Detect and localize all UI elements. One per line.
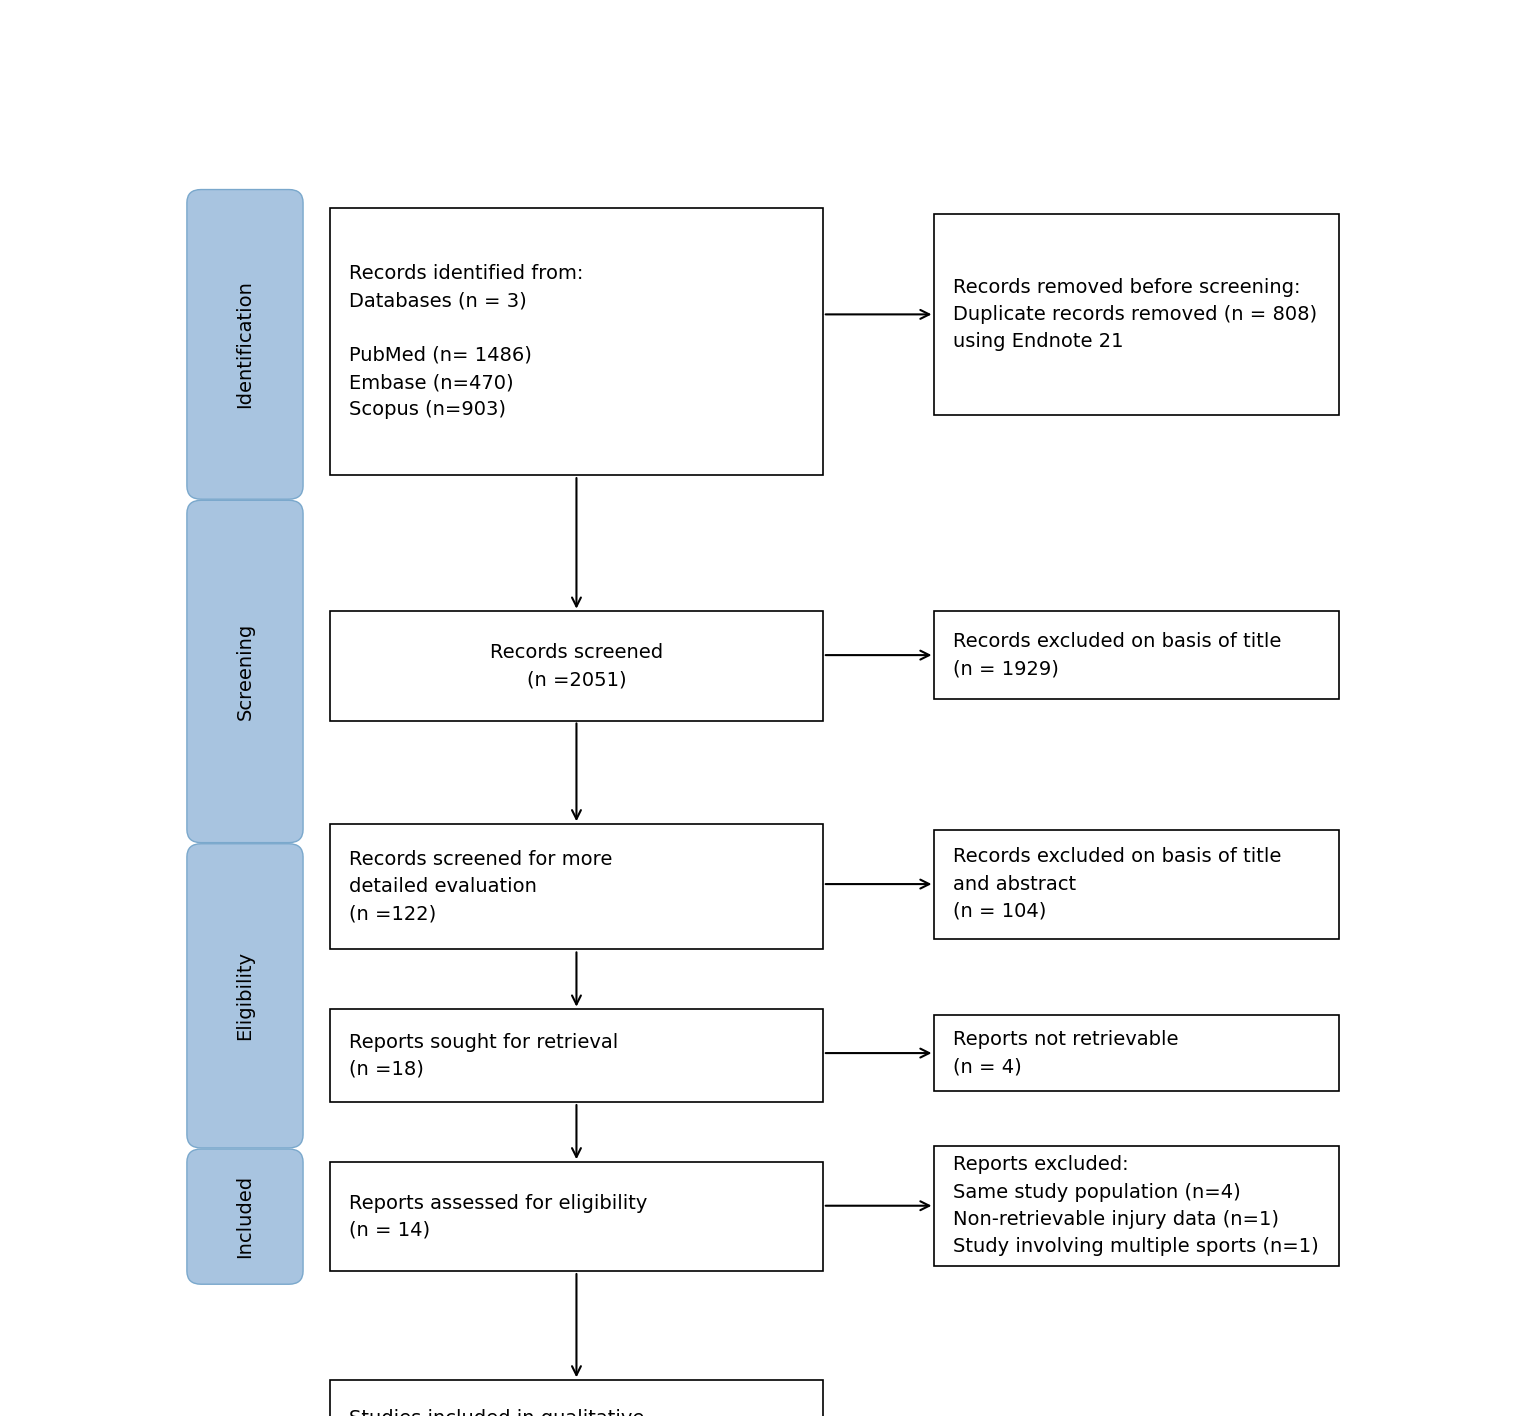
Text: Reports sought for retrieval
(n =18): Reports sought for retrieval (n =18) (348, 1032, 618, 1079)
Text: Records removed before screening:
Duplicate records removed (n = 808)
using Endn: Records removed before screening: Duplic… (954, 278, 1317, 351)
FancyBboxPatch shape (330, 1381, 824, 1416)
Text: Identification: Identification (236, 280, 254, 408)
FancyBboxPatch shape (330, 612, 824, 721)
FancyBboxPatch shape (934, 830, 1340, 939)
FancyBboxPatch shape (186, 844, 303, 1148)
FancyBboxPatch shape (186, 500, 303, 843)
Text: Eligibility: Eligibility (236, 952, 254, 1041)
FancyBboxPatch shape (934, 214, 1340, 415)
FancyBboxPatch shape (330, 1163, 824, 1272)
Text: Studies included in qualitative
review (n=8): Studies included in qualitative review (… (348, 1409, 643, 1416)
FancyBboxPatch shape (186, 190, 303, 500)
FancyBboxPatch shape (330, 208, 824, 476)
FancyBboxPatch shape (934, 1015, 1340, 1092)
FancyBboxPatch shape (186, 1148, 303, 1284)
Text: Included: Included (236, 1175, 254, 1259)
FancyBboxPatch shape (330, 1010, 824, 1102)
Text: Records excluded on basis of title
(n = 1929): Records excluded on basis of title (n = … (954, 632, 1281, 678)
FancyBboxPatch shape (330, 824, 824, 950)
Text: Records excluded on basis of title
and abstract
(n = 104): Records excluded on basis of title and a… (954, 847, 1281, 920)
Text: Records screened
(n =2051): Records screened (n =2051) (491, 643, 663, 690)
Text: Reports assessed for eligibility
(n = 14): Reports assessed for eligibility (n = 14… (348, 1194, 646, 1240)
Text: Reports not retrievable
(n = 4): Reports not retrievable (n = 4) (954, 1029, 1178, 1076)
Text: Reports excluded:
Same study population (n=4)
Non-retrievable injury data (n=1)
: Reports excluded: Same study population … (954, 1155, 1319, 1256)
FancyBboxPatch shape (934, 612, 1340, 698)
Text: Records screened for more
detailed evaluation
(n =122): Records screened for more detailed evalu… (348, 850, 612, 923)
FancyBboxPatch shape (934, 1146, 1340, 1266)
Text: Records identified from:
Databases (n = 3)

PubMed (n= 1486)
Embase (n=470)
Scop: Records identified from: Databases (n = … (348, 263, 583, 419)
Text: Screening: Screening (236, 623, 254, 721)
